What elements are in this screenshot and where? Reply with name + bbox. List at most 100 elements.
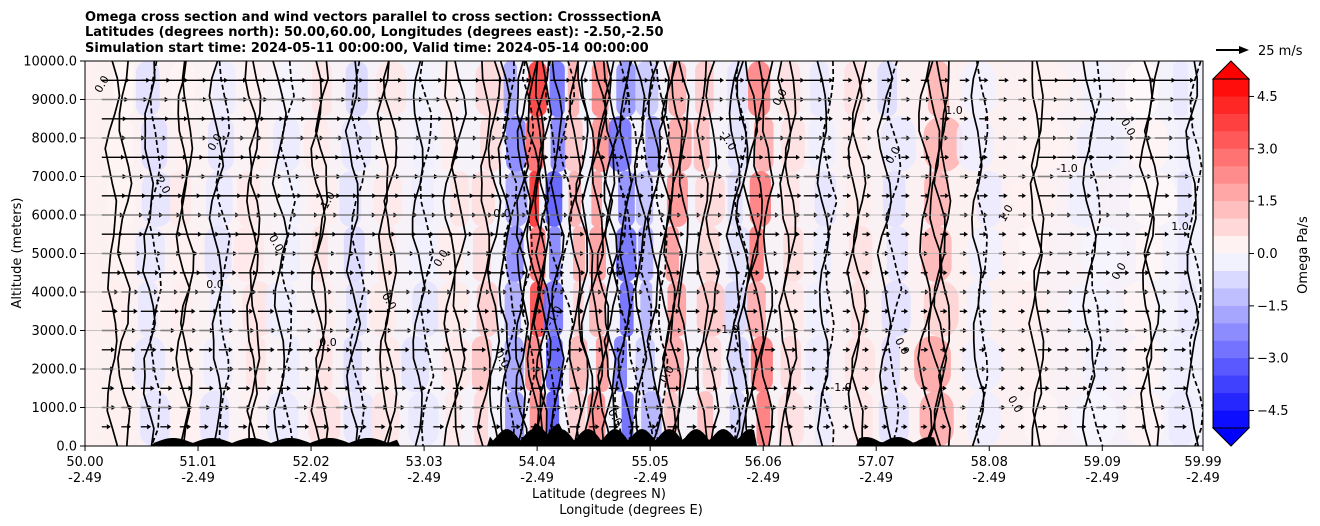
omega-band-cell [693, 116, 710, 172]
contour-label: 0.0 [319, 336, 337, 349]
wind-vector-head [560, 193, 565, 199]
omega-band-cell [200, 391, 230, 446]
wind-vector-head [189, 347, 194, 353]
y-tick-label: 8000.0 [32, 132, 78, 147]
wind-vector-head [526, 77, 531, 83]
wind-vector-head [943, 270, 948, 276]
wind-vector-head [1051, 193, 1056, 199]
wind-vector-head [829, 77, 834, 83]
wind-vector-head [714, 308, 719, 314]
omega-band-cell [608, 116, 632, 172]
wind-vector-head [1103, 424, 1108, 430]
wind-vector-head [1022, 231, 1027, 237]
reference-arrowhead-icon [1239, 46, 1249, 54]
wind-vector-head [809, 424, 814, 430]
omega-band-cell [1168, 391, 1193, 446]
wind-vector-head [348, 308, 353, 314]
x-tick-label-lon: -2.49 [520, 471, 554, 486]
wind-vector-head [290, 270, 295, 276]
colorbar-segment [1213, 236, 1249, 254]
wind-vector-head [826, 347, 831, 353]
wind-vector-head [1123, 308, 1128, 314]
wind-vector-head [641, 116, 646, 122]
wind-vector-head [488, 270, 493, 276]
wind-vector-head [196, 193, 201, 199]
omega-band-cell [696, 281, 726, 337]
x-tick-label-lat: 56.06 [745, 455, 782, 470]
y-tick-label: 4000.0 [32, 286, 78, 301]
wind-vector-head [324, 385, 329, 391]
wind-vector-head [655, 308, 660, 314]
y-tick-label: 0.0 [56, 440, 77, 455]
colorbar-segment [1213, 131, 1249, 150]
wind-vector-head [1112, 77, 1117, 83]
wind-vector-head [884, 270, 889, 276]
wind-vector-head [964, 116, 969, 122]
wind-vector-head [800, 77, 805, 83]
wind-vector-head [1106, 270, 1111, 276]
wind-vector-head [504, 154, 509, 160]
omega-band-cell [412, 281, 439, 337]
y-tick-label: 1000.0 [32, 401, 78, 416]
wind-vector-head [847, 193, 851, 199]
wind-vector-head [637, 308, 642, 314]
wind-vector-head [232, 308, 237, 314]
terrain-silhouette [85, 423, 1203, 446]
wind-vector-head [173, 270, 178, 276]
wind-vector-head [1047, 270, 1052, 276]
wind-vector-head [962, 424, 967, 430]
wind-vector-head [982, 424, 987, 430]
omega-band-cell [135, 61, 160, 117]
wind-vector-head [127, 424, 132, 430]
wind-vector-head [362, 424, 367, 430]
colorbar-segment [1213, 375, 1249, 394]
omega-band-cell [380, 116, 398, 172]
wind-vector-head [713, 385, 718, 391]
x-tick-label-lon: -2.49 [68, 471, 102, 486]
wind-vector-head [1129, 154, 1134, 160]
omega-band-cell [450, 171, 469, 227]
wind-vector-head [906, 116, 911, 122]
x-tick-label-lat: 52.02 [292, 455, 329, 470]
wind-vector-head [505, 231, 509, 237]
wind-vector-head [525, 154, 530, 160]
omega-band-cell [308, 391, 341, 446]
wind-vector-head [385, 385, 390, 391]
wind-vector-head [638, 231, 643, 237]
wind-vector-head [796, 154, 800, 160]
wind-vector-head [482, 347, 486, 353]
x-axis: 50.00-2.4951.01-2.4952.02-2.4953.03-2.49… [66, 446, 1222, 486]
wind-vector-head [246, 385, 251, 391]
wind-vector-head [427, 308, 432, 314]
wind-vector-head [886, 154, 891, 160]
x-tick-label-lat: 58.08 [971, 455, 1008, 470]
wind-vector-head [213, 308, 218, 314]
wind-vector-head [867, 193, 872, 199]
wind-vector-head [506, 193, 511, 199]
wind-vector-head [676, 270, 681, 276]
wind-vector-head [520, 231, 525, 237]
wind-vector-head [402, 385, 407, 391]
wind-vector-head [204, 424, 209, 430]
wind-vector-head [1145, 308, 1150, 314]
wind-vector-head [1051, 116, 1056, 122]
wind-vector-head [266, 424, 270, 430]
omega-band-cell [408, 391, 439, 446]
wind-vector-head [1186, 154, 1191, 160]
wind-vector-head [191, 308, 196, 314]
wind-vector-head [232, 270, 237, 276]
wind-vector-head [984, 77, 989, 83]
wind-vector-head [903, 424, 908, 430]
omega-band-cell [756, 391, 771, 446]
wind-vector-head [430, 231, 434, 237]
wind-vector-head [656, 347, 660, 353]
wind-vector-head [886, 231, 891, 237]
wind-vector-head [1054, 77, 1059, 83]
wind-vector-head [816, 154, 821, 160]
wind-vector-head [131, 385, 136, 391]
wind-vector-head [906, 77, 911, 83]
wind-vector-head [422, 385, 427, 391]
omega-band-cell [281, 171, 301, 227]
wind-vector-head [1190, 77, 1195, 83]
wind-vector-head [1022, 193, 1027, 199]
